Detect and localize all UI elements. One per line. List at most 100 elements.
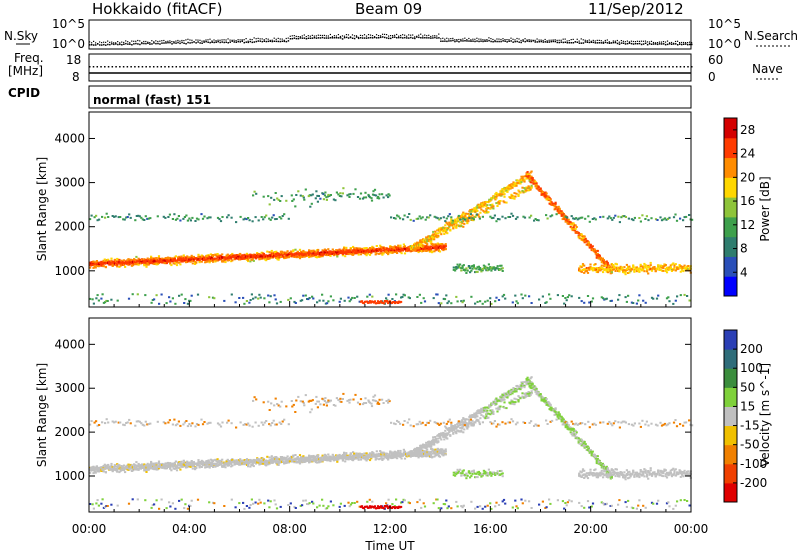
power-cell (182, 258, 185, 261)
power-cell (485, 269, 488, 272)
noise-search-point (532, 39, 534, 41)
power-cell (380, 300, 383, 303)
velocity-cell (143, 466, 146, 469)
noise-sky-point (155, 42, 157, 45)
power-cell (191, 216, 194, 219)
velocity-cell (217, 464, 220, 466)
power-cell (469, 213, 472, 216)
noise-sky-point (472, 40, 474, 42)
noise-sky-point (277, 40, 280, 43)
nave-point (589, 66, 591, 68)
power-cell (275, 250, 278, 253)
noise-sky-point (243, 41, 246, 44)
power-cell (189, 219, 192, 222)
power-cell (660, 266, 664, 269)
power-cell (310, 250, 313, 253)
power-cell (358, 197, 362, 200)
power-cell (504, 297, 507, 300)
power-cell (561, 211, 564, 214)
power-cell (549, 297, 552, 300)
noise-sky-point (197, 41, 199, 43)
power-cell (566, 296, 569, 299)
power-cell (679, 217, 682, 220)
power-cell (632, 302, 635, 304)
power-cell (656, 219, 659, 221)
noise-sky-point (369, 36, 372, 39)
noise-search-point (337, 34, 340, 36)
velocity-cell (172, 463, 175, 466)
power-cell (647, 264, 650, 267)
noise-strip-frame (88, 19, 692, 50)
velocity-cell (192, 464, 195, 467)
noise-search-point (103, 41, 105, 43)
power-cell (529, 171, 532, 174)
power-cell (453, 223, 456, 226)
power-cell (255, 192, 258, 195)
power-cell (145, 261, 148, 264)
noise-sky-point (560, 41, 563, 43)
power-cell (349, 252, 352, 255)
noise-search-point (223, 39, 225, 41)
noise-sky-point (201, 42, 203, 44)
noise-search-point (430, 35, 432, 38)
noise-search-point (243, 39, 245, 41)
power-cell (599, 266, 602, 269)
power-cell (670, 270, 674, 272)
power-cell (147, 217, 150, 220)
power-cell (361, 249, 364, 252)
power-cell (111, 265, 114, 267)
noise-sky-point (125, 42, 127, 45)
noise-search-point (139, 40, 141, 42)
power-cell (605, 260, 608, 263)
velocity-cell (270, 461, 273, 464)
power-cell (309, 205, 312, 208)
noise-sky-point (672, 43, 675, 45)
noise-search-point (524, 38, 526, 40)
noise-search-point (301, 35, 303, 37)
power-cell (678, 264, 681, 267)
power-cell (400, 296, 403, 299)
noise-search-point (293, 35, 295, 37)
noise-search-point (552, 39, 554, 41)
power-cell (365, 247, 368, 249)
power-cell (621, 215, 624, 218)
power-cell (349, 251, 352, 254)
power-cell (527, 185, 530, 188)
nave-point (168, 66, 170, 68)
power-cell (381, 247, 384, 250)
noise-search-point (522, 39, 524, 41)
noise-sky-point (301, 37, 304, 39)
power-cell (418, 293, 421, 296)
power-cell (298, 248, 302, 251)
noise-sky-point (309, 37, 312, 39)
power-cell (127, 258, 130, 261)
noise-search-point (265, 38, 267, 40)
power-cell (269, 295, 272, 298)
power-cell (433, 238, 436, 241)
power-cell (594, 267, 597, 270)
noise-sky-point (686, 43, 689, 46)
noise-sky-point (564, 41, 567, 43)
power-cell (485, 266, 488, 269)
power-cell (618, 267, 621, 270)
power-cell (460, 300, 463, 303)
power-cell (149, 217, 152, 220)
power-cell (357, 247, 360, 250)
noise-search-point (504, 39, 506, 41)
noise-search-point (323, 34, 325, 36)
power-cell (319, 255, 322, 258)
power-cell (630, 301, 633, 304)
power-cell (659, 216, 662, 219)
nave-point (555, 66, 558, 68)
power-cell (96, 219, 99, 222)
noise-sky-point (329, 37, 332, 39)
noise-search-point (151, 40, 153, 42)
velocity-cell (180, 462, 183, 465)
noise-search-point (414, 36, 416, 38)
power-cell (623, 266, 626, 269)
power-cell (659, 268, 662, 271)
power-cell (367, 301, 371, 304)
noise-search-point (448, 38, 450, 40)
power-cell (306, 298, 309, 300)
power-cell (511, 214, 515, 217)
